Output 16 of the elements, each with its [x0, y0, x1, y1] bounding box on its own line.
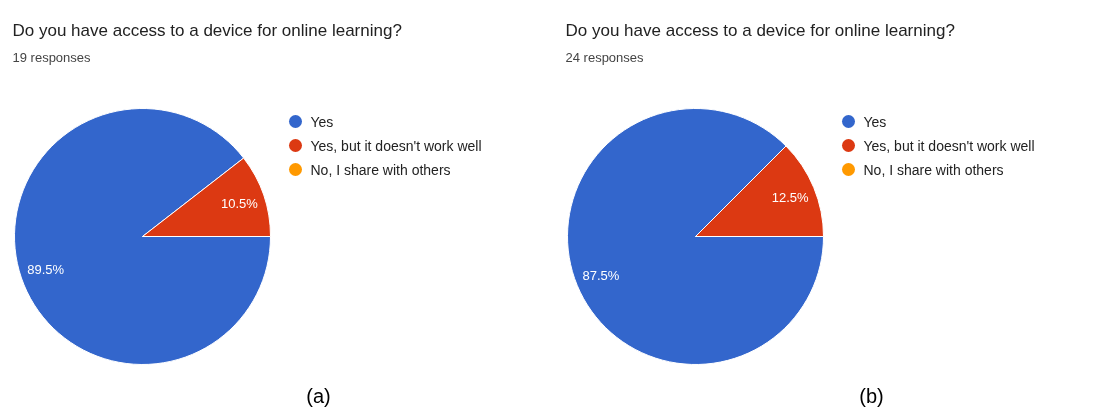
- data-label: 12.5%: [771, 189, 809, 205]
- chart-title: Do you have access to a device for online learning?: [565, 21, 955, 40]
- text: (a): [306, 384, 331, 407]
- legend-label: No, I share with others: [863, 161, 1004, 178]
- data-label: 87.5%: [582, 268, 620, 284]
- legend-label: No, I share with others: [310, 161, 451, 178]
- data-label: 10.5%: [220, 195, 259, 211]
- chart-subtitle: 19 responses: [12, 50, 92, 65]
- chart-title: Do you have access to a device for online learning?: [12, 21, 402, 40]
- legend-label: Yes, but it doesn't work well: [310, 137, 482, 154]
- data-label: 89.5%: [27, 262, 65, 278]
- chart-subtitle: 24 responses: [565, 50, 645, 65]
- legend-label: Yes, but it doesn't work well: [863, 137, 1035, 154]
- legend-label: Yes: [310, 113, 334, 130]
- legend-label: Yes: [863, 113, 887, 130]
- text: (b): [859, 384, 884, 407]
